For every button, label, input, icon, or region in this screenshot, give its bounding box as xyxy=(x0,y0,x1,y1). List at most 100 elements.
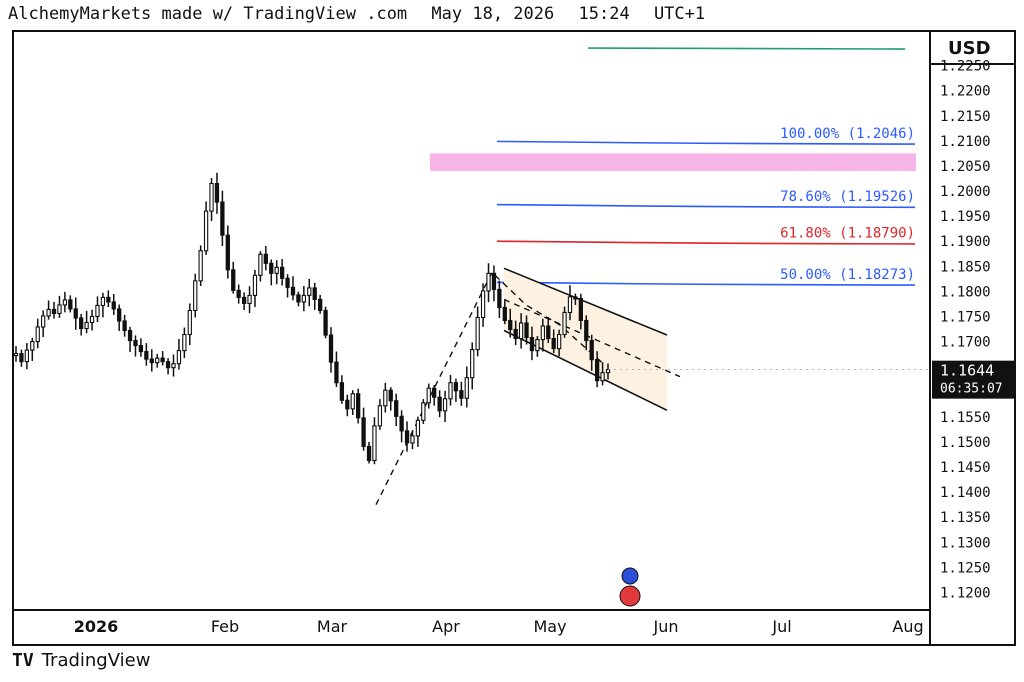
y-tick-label: 1.1750 xyxy=(940,309,991,325)
candle-body xyxy=(241,296,247,304)
price-chart[interactable]: 100.00% (1.2046) 78.60% (1.19526) 61.80% (… xyxy=(12,30,1016,646)
candle-body xyxy=(252,274,258,296)
chart-header: AlchemyMarkets made w/ TradingView .com … xyxy=(8,4,719,24)
candle-body xyxy=(567,296,573,314)
candle-body xyxy=(100,296,106,306)
candle-body xyxy=(133,340,138,347)
candle-body xyxy=(307,287,312,296)
tradingview-brand: TradingView xyxy=(41,650,151,671)
candle-body xyxy=(247,294,252,304)
y-tick-label: 1.2050 xyxy=(940,159,991,175)
candle-body xyxy=(198,250,203,282)
candle-body xyxy=(470,349,475,379)
candle-body xyxy=(171,363,176,369)
candle-body xyxy=(203,210,209,252)
candle-body xyxy=(442,398,448,412)
candle-body xyxy=(24,349,30,363)
candle-body xyxy=(524,322,529,339)
y-tick-label: 1.1250 xyxy=(940,560,991,576)
currency-label: USD xyxy=(948,38,991,59)
x-tick-label: Feb xyxy=(211,617,239,636)
candle-body xyxy=(372,425,377,462)
current-price-badge xyxy=(932,360,1016,399)
y-tick-label: 1.2150 xyxy=(940,109,991,125)
candle-body xyxy=(573,296,578,300)
candle-body xyxy=(46,308,51,317)
candle-body xyxy=(13,353,19,357)
y-tick-label: 1.2100 xyxy=(940,134,991,150)
y-tick-label: 1.1400 xyxy=(940,485,991,501)
fib-level-label: 78.60% (1.19526) xyxy=(780,189,915,205)
candle-body xyxy=(339,382,345,401)
candle-body xyxy=(377,405,383,427)
candle-body xyxy=(589,340,594,361)
x-tick-label: Mar xyxy=(317,617,348,636)
x-tick-label: 2026 xyxy=(74,617,119,636)
candle-body xyxy=(350,393,355,410)
y-tick-label: 1.1550 xyxy=(940,410,991,426)
y-tick-label: 1.2200 xyxy=(940,84,991,100)
channel-upper-line xyxy=(503,267,668,336)
candle-body xyxy=(475,316,480,351)
candle-body xyxy=(486,272,491,292)
candle-body xyxy=(508,319,513,331)
us-flag-icon[interactable] xyxy=(619,585,641,607)
x-tick-label: Apr xyxy=(432,617,460,636)
candle-body xyxy=(394,400,399,417)
candle-body xyxy=(578,297,583,322)
candle-body xyxy=(176,350,182,365)
x-tick-label: Jun xyxy=(653,617,679,636)
x-tick-label: Jul xyxy=(771,617,791,636)
tradingview-logo[interactable]: TV TradingView xyxy=(12,650,150,671)
candle-body xyxy=(562,311,567,336)
y-tick-label: 1.1950 xyxy=(940,209,991,225)
candle-body xyxy=(388,389,393,402)
candle-body xyxy=(95,304,100,318)
candle-body xyxy=(127,329,133,342)
candle-body xyxy=(529,336,535,352)
green-level-line xyxy=(587,47,906,50)
candle-body xyxy=(399,415,404,432)
candle-body xyxy=(89,315,95,324)
candle-body xyxy=(410,435,415,444)
x-tick-label: May xyxy=(533,617,566,636)
candle-body xyxy=(383,389,388,407)
candle-body xyxy=(193,280,198,312)
candle-body xyxy=(546,325,551,340)
candle-body xyxy=(312,287,317,300)
swing-dashed-line xyxy=(375,271,603,505)
candle-body xyxy=(62,299,68,306)
y-tick-label: 1.1700 xyxy=(940,335,991,351)
candle-body xyxy=(57,304,62,315)
header-timezone: UTC+1 xyxy=(653,4,706,24)
candle-body xyxy=(269,262,274,274)
countdown-label: 06:35:07 xyxy=(940,382,1003,397)
candle-body xyxy=(209,182,214,212)
candle-body xyxy=(68,299,73,310)
candle-body xyxy=(231,269,236,291)
y-tick-label: 1.2000 xyxy=(940,184,991,200)
candle-body xyxy=(296,294,301,303)
candle-body xyxy=(437,396,442,412)
candle-body xyxy=(301,294,307,303)
candle-body xyxy=(502,306,507,322)
candle-body xyxy=(323,309,328,336)
eu-flag-icon[interactable] xyxy=(621,567,639,585)
candle-body xyxy=(41,315,46,328)
candle-body xyxy=(513,328,518,340)
candle-body xyxy=(459,390,464,399)
candle-body xyxy=(51,308,57,315)
y-tick-label: 1.1800 xyxy=(940,284,991,300)
candle-body xyxy=(594,359,600,382)
candle-body xyxy=(274,266,279,274)
fib-level-line xyxy=(496,203,916,209)
y-tick-label: 1.1500 xyxy=(940,435,991,451)
candle-body xyxy=(122,320,127,332)
chart-frame xyxy=(12,30,1016,646)
candle-body xyxy=(187,309,192,336)
candle-body xyxy=(258,253,263,276)
y-tick-label: 1.1200 xyxy=(940,585,991,601)
candle-body xyxy=(285,277,290,288)
candle-body xyxy=(236,289,241,298)
header-date: May 18, 2026 xyxy=(431,4,555,24)
